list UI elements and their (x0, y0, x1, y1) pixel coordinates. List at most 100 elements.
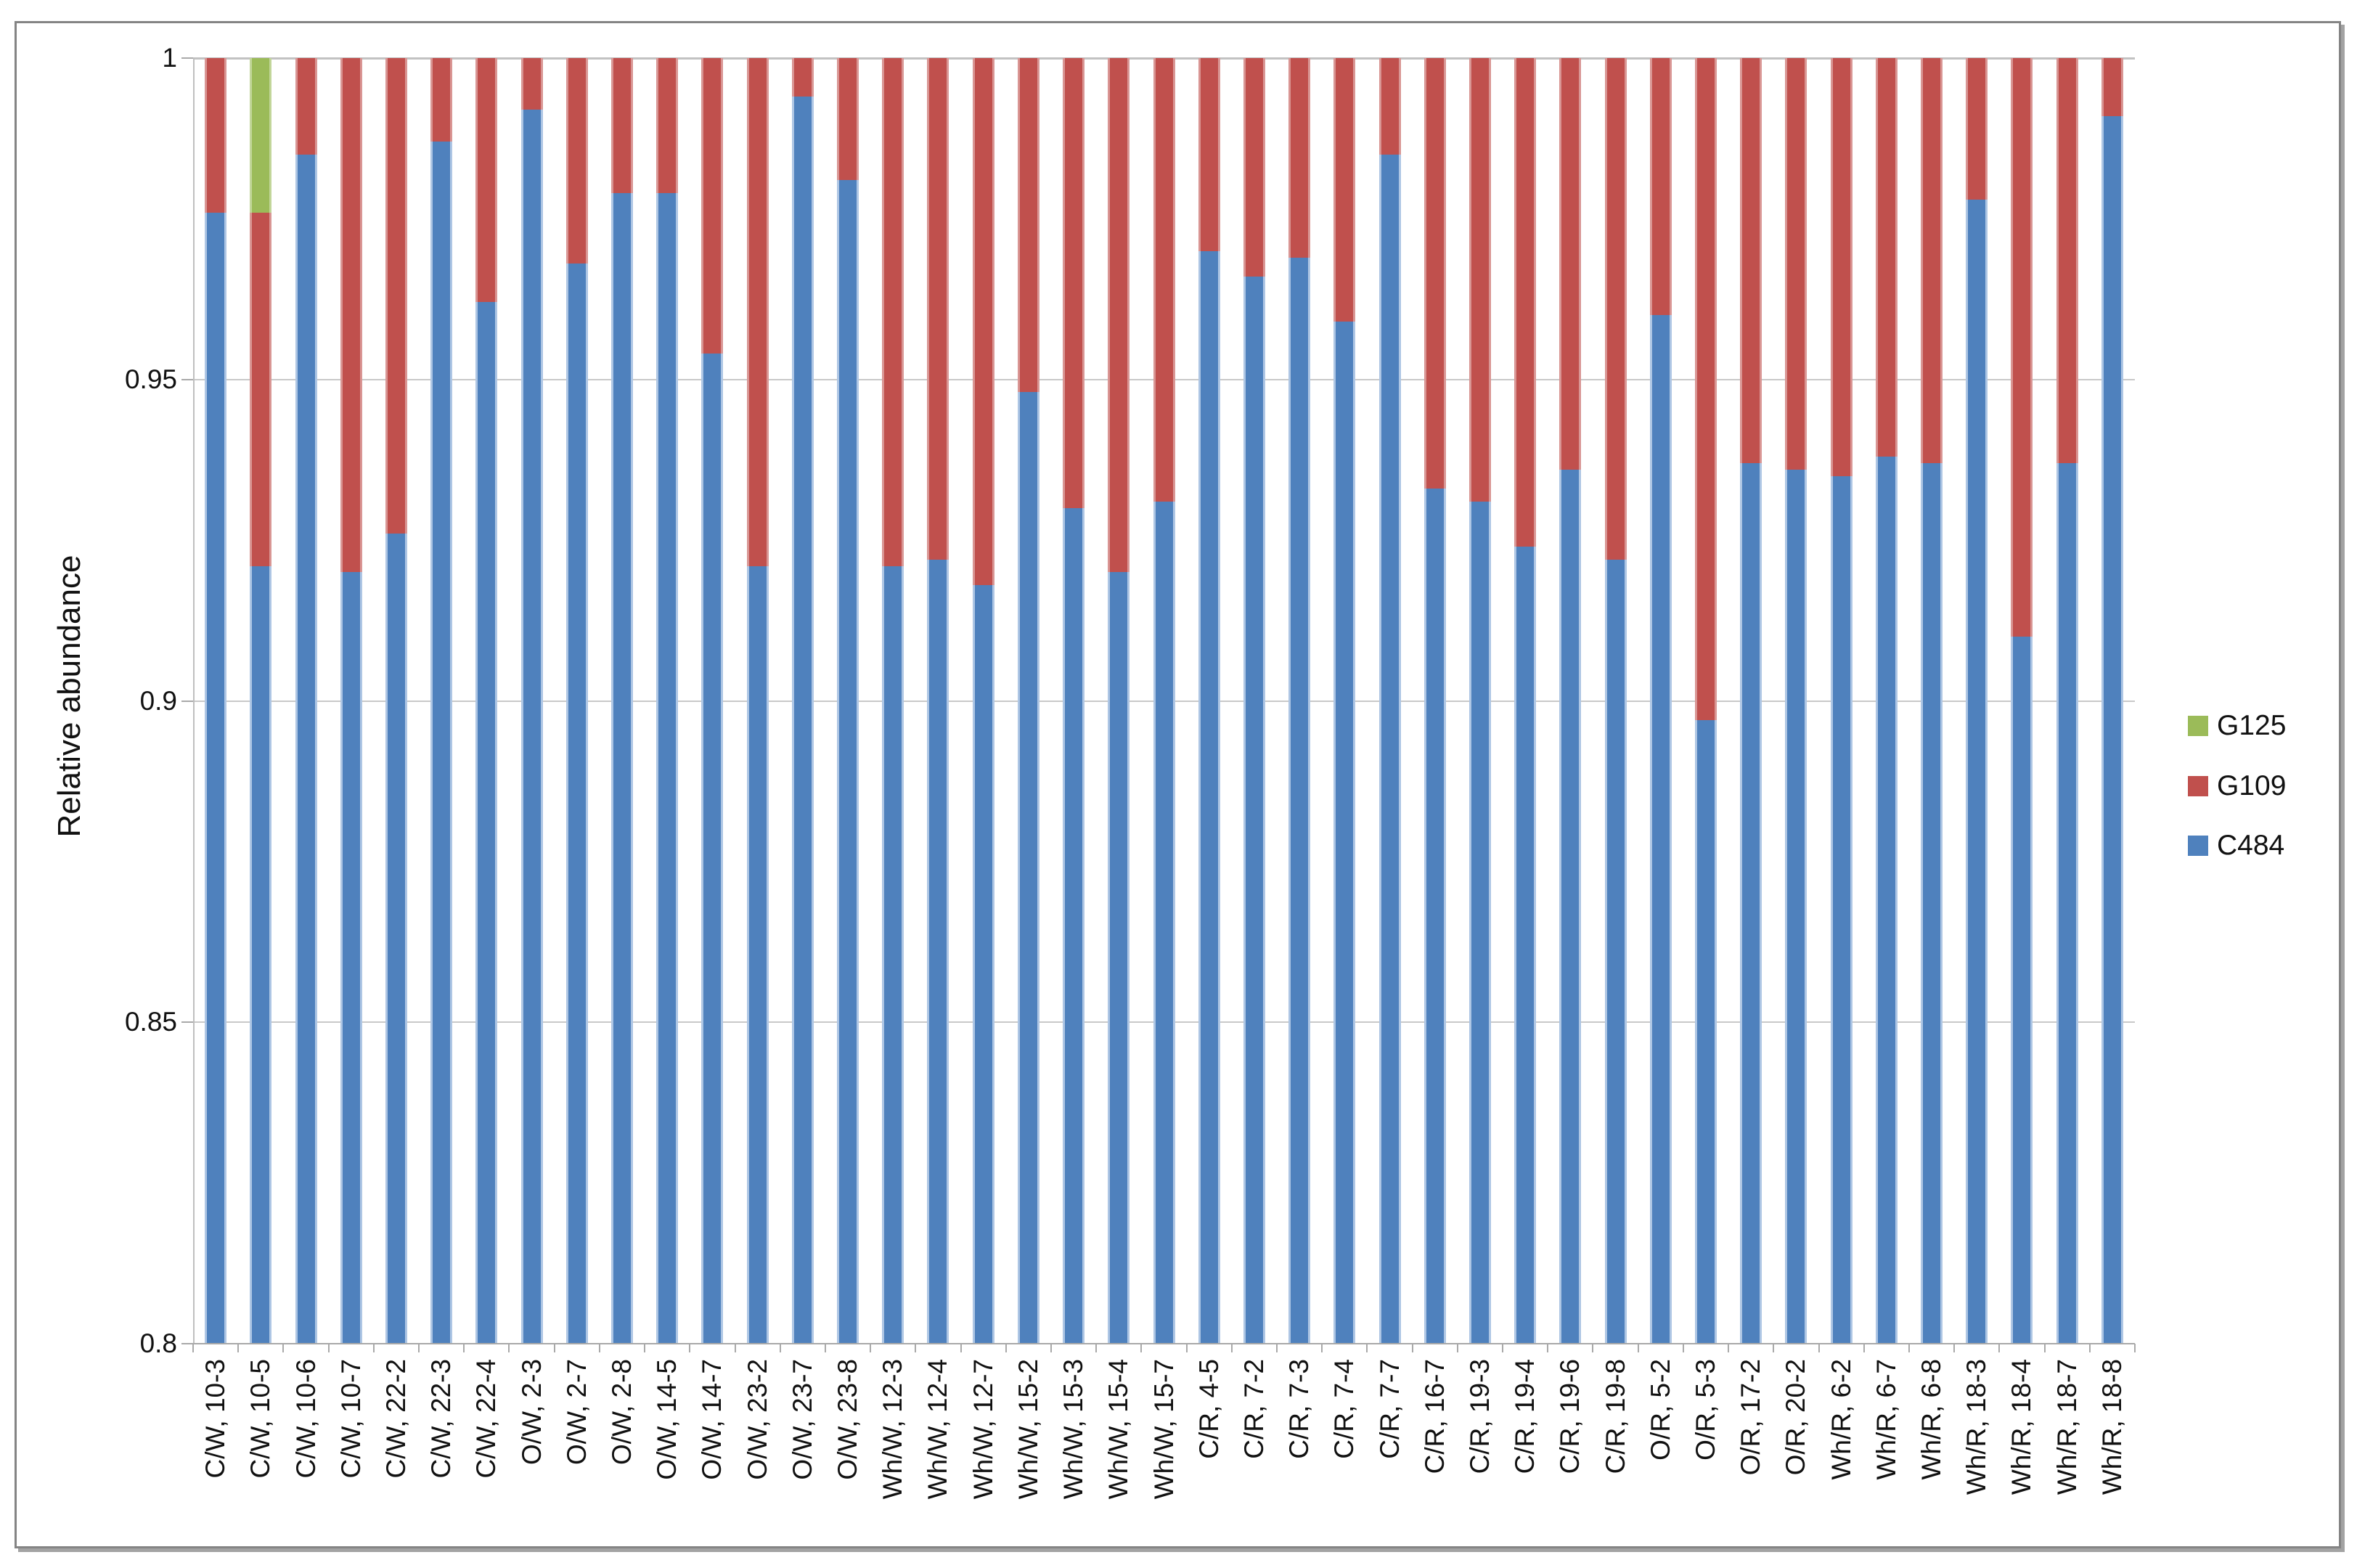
x-axis-tick-label: Wh/R, 18-3 (1961, 1359, 1992, 1495)
x-axis-tick-label: C/R, 16-7 (1419, 1359, 1450, 1474)
bar-segment-g109 (1378, 58, 1401, 155)
bar-segment-c484 (205, 212, 227, 1344)
bar-segment-c484 (1378, 154, 1401, 1344)
bar-segment-c484 (1288, 257, 1311, 1344)
x-axis-tick-label: Wh/R, 18-8 (2096, 1359, 2127, 1495)
x-axis-tick-label: O/R, 5-3 (1691, 1359, 1720, 1461)
bar-segment-c484 (972, 585, 994, 1344)
bar-segment-c484 (1514, 546, 1537, 1344)
bar-segment-g109 (882, 58, 904, 566)
x-axis-line (193, 1343, 2135, 1344)
x-axis-tick-label: C/R, 7-4 (1329, 1359, 1360, 1459)
bar-segment-g109 (2011, 58, 2033, 637)
bar-segment-c484 (1198, 250, 1220, 1344)
x-axis-tick (870, 1344, 872, 1352)
bar-segment-g109 (746, 58, 769, 566)
x-axis-tick-label: O/W, 14-7 (697, 1359, 727, 1480)
y-axis-tick (181, 1021, 193, 1024)
x-axis-tick-label: O/R, 17-2 (1736, 1359, 1766, 1476)
legend-item-g109: G109 (2188, 772, 2286, 800)
bar-segment-g109 (1604, 58, 1627, 560)
bar-segment-g109 (972, 58, 994, 586)
bar-segment-g109 (837, 58, 859, 181)
bar-segment-g109 (430, 58, 453, 142)
x-axis-tick (1728, 1344, 1730, 1352)
bar-segment-g109 (520, 58, 543, 110)
bar-segment-g109 (565, 58, 588, 264)
legend-label-c484: C484 (2217, 830, 2285, 861)
bar-segment-c484 (701, 354, 724, 1344)
x-axis-tick (463, 1344, 465, 1352)
x-axis-tick (689, 1344, 691, 1352)
bar-segment-g109 (1695, 58, 1717, 721)
bar-segment-c484 (1153, 501, 1175, 1344)
bar-segment-g109 (475, 58, 498, 303)
bar-segment-c484 (2011, 636, 2033, 1344)
bar-segment-c484 (791, 97, 814, 1344)
x-axis-tick-label: O/W, 14-5 (652, 1359, 682, 1480)
x-axis-tick-label: O/W, 23-7 (787, 1359, 817, 1480)
x-axis-tick (1230, 1344, 1233, 1352)
x-axis-tick (1050, 1344, 1052, 1352)
y-axis-line (193, 58, 195, 1344)
y-axis-title: Relative abundance (52, 555, 87, 838)
bar-segment-g109 (1063, 58, 1085, 508)
bar-segment-g109 (791, 58, 814, 97)
bar-segment-c484 (1785, 469, 1807, 1344)
bar-segment-c484 (1649, 315, 1672, 1344)
bar-segment-g109 (385, 58, 407, 534)
bar-segment-c484 (1740, 462, 1762, 1344)
x-axis-tick-label: Wh/W, 12-3 (878, 1359, 908, 1500)
bar-segment-c484 (1108, 572, 1130, 1344)
x-axis-tick (237, 1344, 240, 1352)
x-axis-tick-label: C/W, 10-3 (200, 1359, 231, 1479)
x-axis-tick (1818, 1344, 1820, 1352)
x-axis-tick (1998, 1344, 2001, 1352)
y-axis-tick-label: 0.95 (124, 364, 177, 394)
x-axis-tick-label: C/R, 4-5 (1193, 1359, 1224, 1459)
x-axis-tick (915, 1344, 917, 1352)
legend-swatch-g109 (2188, 775, 2208, 796)
bar-segment-c484 (1468, 501, 1491, 1344)
y-axis-tick-label: 0.8 (139, 1328, 177, 1358)
x-axis-tick-label: C/R, 7-3 (1284, 1359, 1315, 1459)
bar-segment-g109 (1333, 58, 1356, 322)
x-axis-tick-label: O/R, 20-2 (1781, 1359, 1811, 1476)
y-axis-tick-label: 1 (162, 43, 177, 73)
x-axis-tick-label: Wh/R, 6-2 (1826, 1359, 1856, 1480)
y-axis-tick (181, 378, 193, 380)
x-axis-tick (734, 1344, 736, 1352)
x-axis-tick-label: Wh/W, 15-7 (1148, 1359, 1179, 1500)
x-axis-tick (2088, 1344, 2091, 1352)
x-axis-tick (1953, 1344, 1956, 1352)
x-axis-tick (553, 1344, 555, 1352)
x-axis-tick-label: O/W, 23-8 (833, 1359, 863, 1480)
x-axis-tick (282, 1344, 285, 1352)
x-axis-tick (1005, 1344, 1007, 1352)
bar-segment-c484 (1921, 462, 1943, 1344)
x-axis-tick (1321, 1344, 1323, 1352)
x-axis-tick-label: C/W, 10-5 (245, 1359, 276, 1479)
x-axis-tick (779, 1344, 781, 1352)
bar-segment-c484 (250, 565, 272, 1344)
bar-segment-c484 (430, 142, 453, 1344)
legend-swatch-c484 (2188, 836, 2208, 856)
x-axis-tick-label: C/W, 22-4 (471, 1359, 502, 1479)
bar-segment-c484 (1423, 489, 1446, 1344)
bar-segment-g109 (1243, 58, 1265, 277)
bar-segment-c484 (1333, 322, 1356, 1344)
y-axis-tick-label: 0.85 (124, 1007, 177, 1037)
x-axis-tick (1185, 1344, 1188, 1352)
figure-border (15, 21, 2341, 1548)
x-axis-tick-label: C/W, 22-2 (380, 1359, 411, 1479)
bar-segment-c484 (656, 192, 679, 1344)
bar-segment-c484 (1604, 559, 1627, 1344)
y-axis-tick (181, 1343, 193, 1344)
x-axis-tick (1682, 1344, 1684, 1352)
legend-swatch-g125 (2188, 716, 2208, 736)
x-axis-tick-label: Wh/W, 15-3 (1058, 1359, 1089, 1500)
y-axis-tick (181, 700, 193, 702)
bar-segment-c484 (1243, 277, 1265, 1344)
bar-segment-c484 (1017, 392, 1039, 1344)
